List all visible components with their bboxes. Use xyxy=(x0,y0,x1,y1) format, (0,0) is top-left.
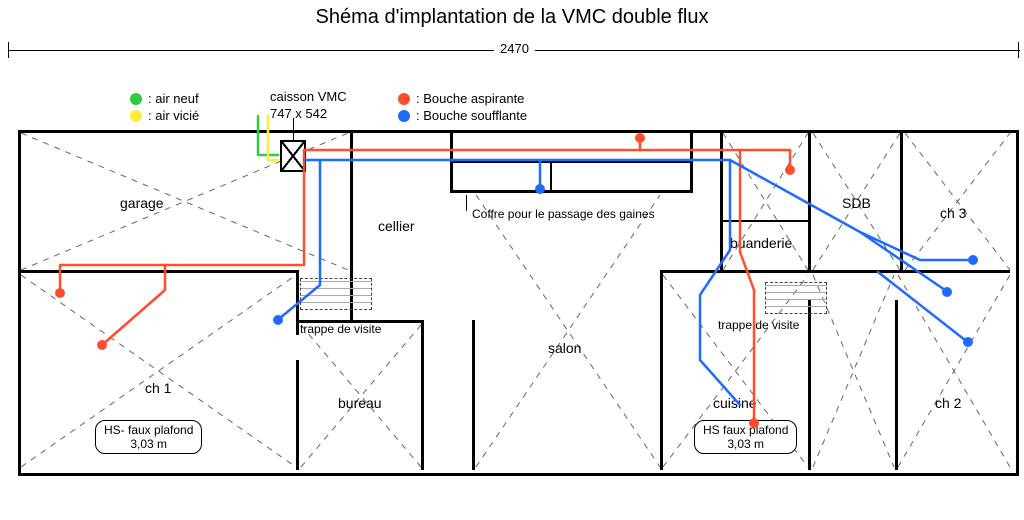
page: { "title":"Shéma d'implantation de la VM… xyxy=(0,0,1024,520)
ducting-svg xyxy=(0,0,1024,520)
